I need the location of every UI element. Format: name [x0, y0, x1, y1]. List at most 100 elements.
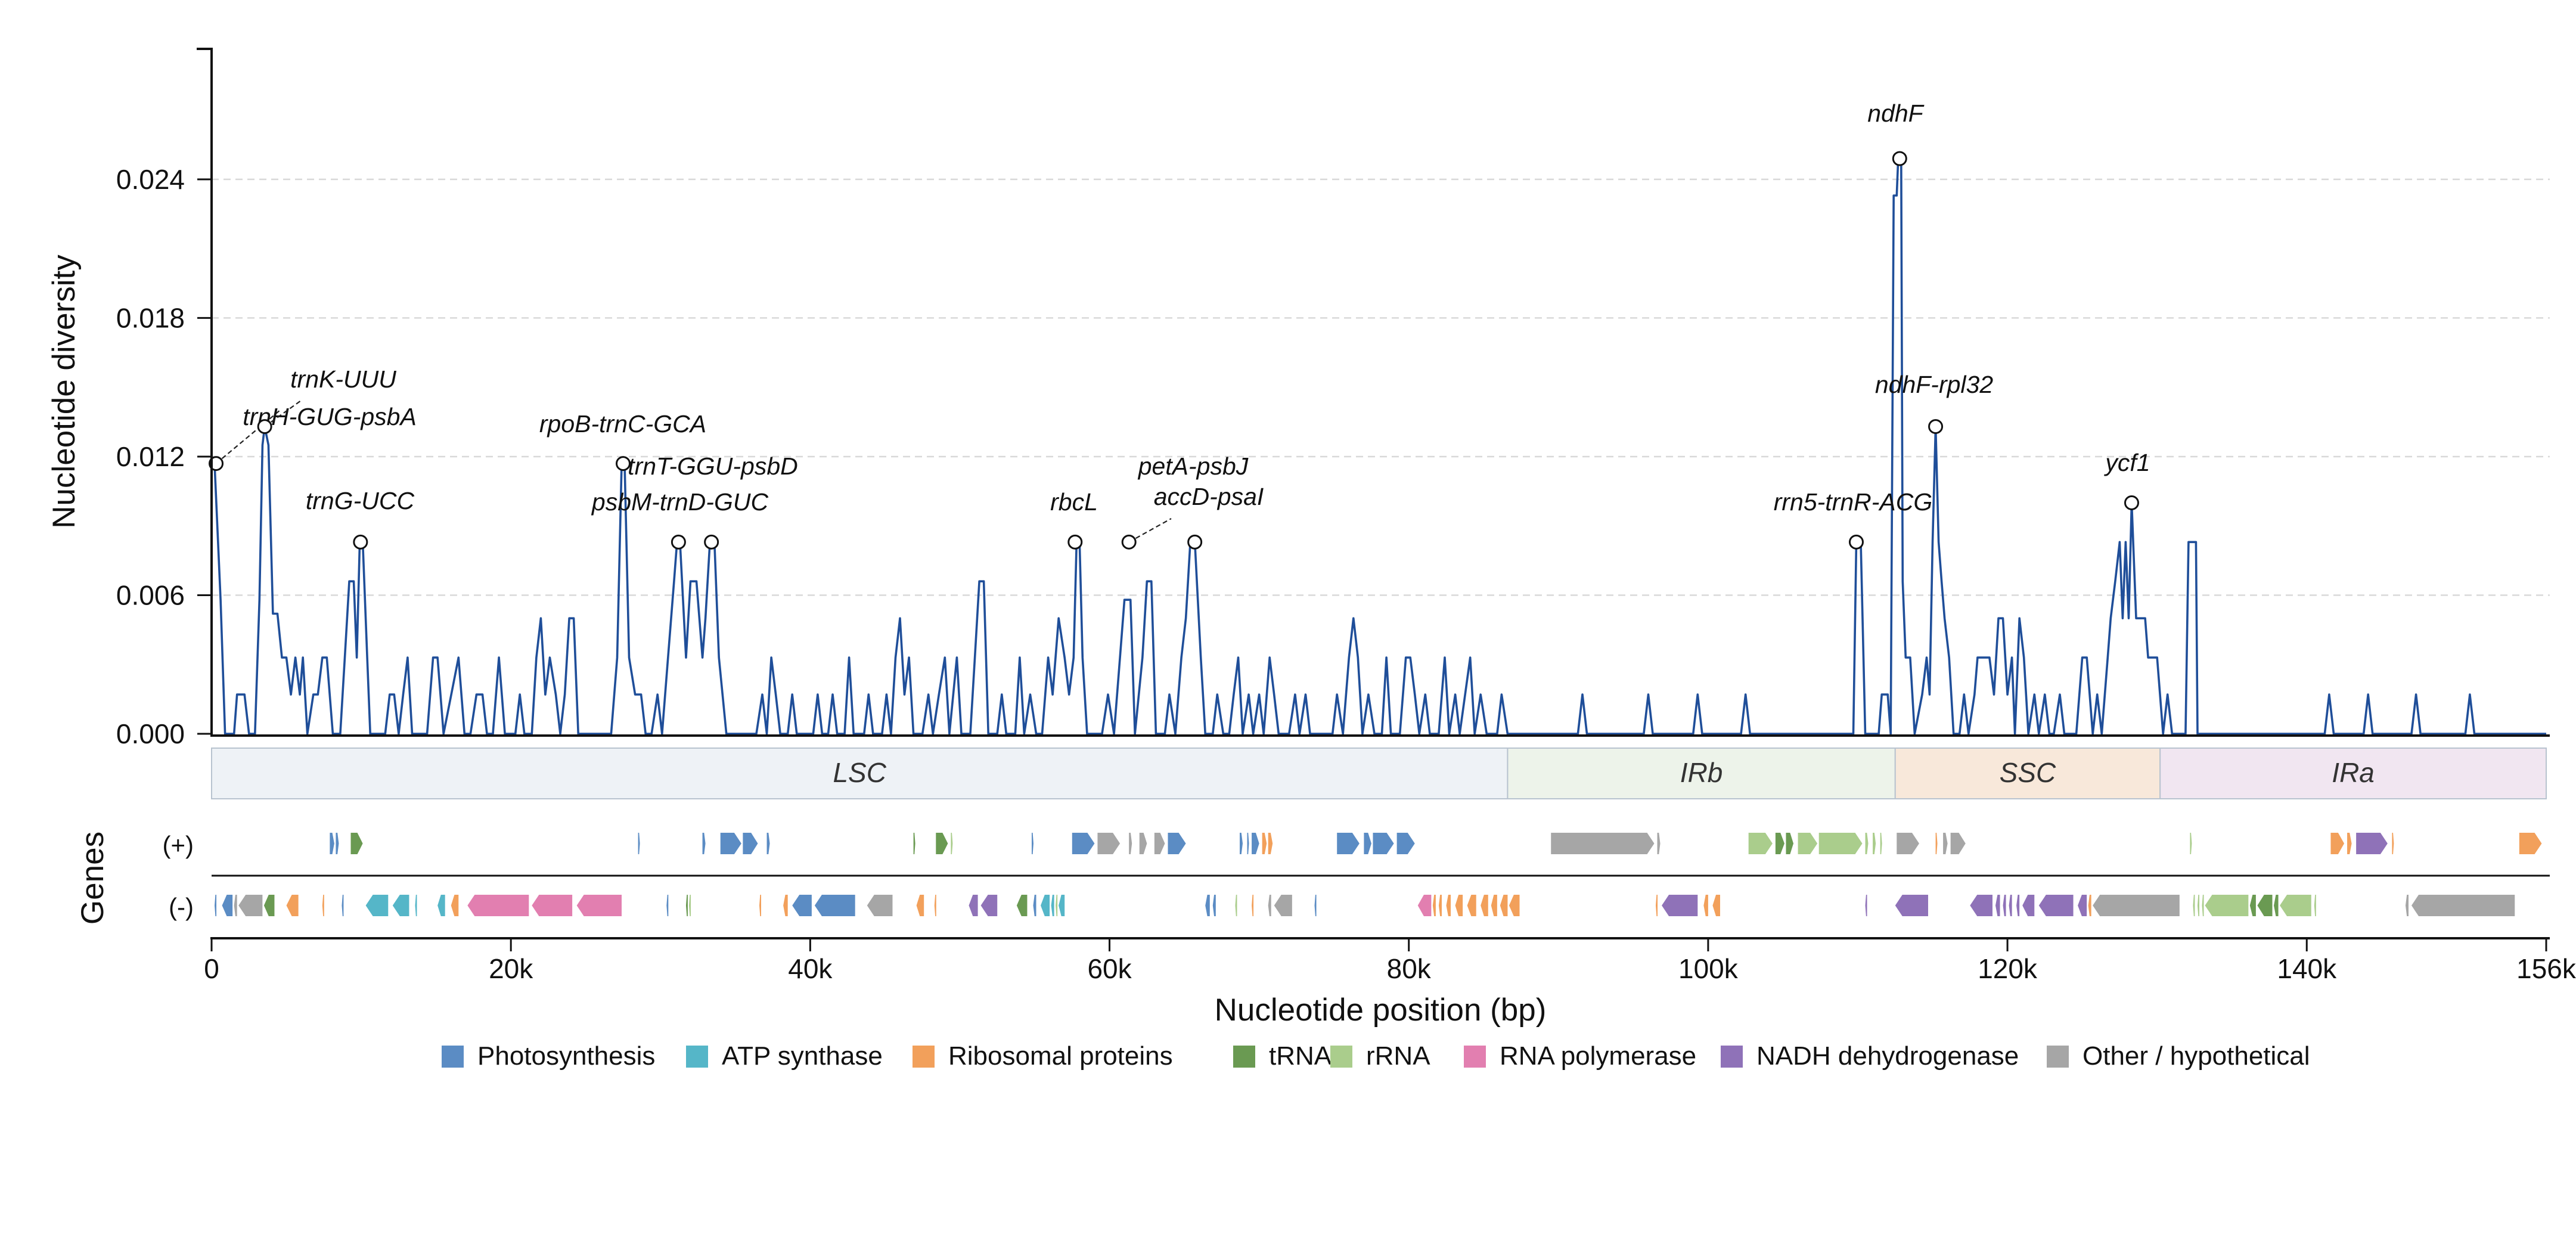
gene-minus-strand: [392, 895, 409, 916]
x-tick-label: 20k: [489, 953, 533, 984]
gene-plus-strand: [1943, 833, 1948, 854]
legend-swatch-rna_pol: [1464, 1046, 1486, 1068]
peak-marker: [257, 419, 272, 435]
gene-plus-strand: [350, 833, 363, 854]
diversity-line: [212, 157, 2546, 735]
peak-marker: [1928, 419, 1944, 435]
x-tick-label: 140k: [2277, 953, 2337, 984]
gene-minus-strand: [2274, 895, 2279, 916]
gene-plus-strand: [1252, 833, 1259, 854]
legend-label-photosynthesis: Photosynthesis: [477, 1041, 655, 1071]
gene-minus-strand: [916, 895, 924, 916]
gene-plus-strand: [1373, 833, 1394, 854]
gene-minus-strand: [2078, 895, 2087, 916]
gene-minus-strand: [1703, 895, 1708, 916]
gene-minus-strand: [1656, 895, 1658, 916]
gene-plus-strand: [1262, 833, 1267, 854]
gene-minus-strand: [467, 895, 529, 916]
axes: [197, 48, 2550, 737]
gene-plus-strand: [1880, 833, 1882, 854]
gridlines: [212, 178, 2550, 596]
legend: Photosynthesis ATP synthase Ribosomal prot…: [442, 1041, 2310, 1071]
gene-minus-strand: [1455, 895, 1463, 916]
gene-minus-strand: [934, 895, 936, 916]
gene-plus-strand: [1139, 833, 1147, 854]
gene-minus-strand: [2249, 895, 2256, 916]
gene-plus-strand: [1129, 833, 1132, 854]
y-tick-label: 0.018: [116, 302, 185, 333]
region-irb-label: IRb: [1680, 757, 1723, 788]
gene-plus-strand: [2356, 833, 2388, 854]
peak-marker: [1892, 151, 1907, 166]
legend-label-atp: ATP synthase: [722, 1041, 883, 1071]
peak-marker: [1067, 534, 1083, 550]
gene-minus-strand: [1970, 895, 1992, 916]
gene-plus-strand: [1031, 833, 1033, 854]
gene-plus-strand: [1897, 833, 1919, 854]
region-lsc-band: [211, 748, 1509, 799]
legend-label-ribosomal: Ribosomal proteins: [948, 1041, 1173, 1071]
gene-plus-strand: [936, 833, 948, 854]
gene-minus-strand: [1509, 895, 1520, 916]
peak-label: psbM-trnD-GUC: [591, 488, 769, 516]
gene-plus-strand: [1657, 833, 1661, 854]
legend-swatch-atp: [686, 1046, 708, 1068]
gene-minus-strand: [685, 895, 688, 916]
legend-swatch-trna: [1233, 1046, 1255, 1068]
legend-label-other: Other / hypothetical: [2082, 1041, 2310, 1071]
gene-minus-strand: [1712, 895, 1720, 916]
gene-minus-strand: [238, 895, 263, 916]
gene-minus-strand: [2197, 895, 2199, 916]
peak-marker: [671, 534, 686, 550]
region-ira-label: IRa: [2332, 757, 2375, 788]
peak-label: petA-psbJ: [1137, 452, 1249, 480]
x-tick-label: 60k: [1087, 953, 1132, 984]
gene-plus-strand: [743, 833, 758, 854]
y-tick-label: 0.012: [116, 441, 185, 472]
gene-minus-strand: [222, 895, 233, 916]
gene-minus-strand: [1491, 895, 1497, 916]
y-axis-title: Nucleotide diversity: [46, 255, 82, 529]
y-ticks: 0.000 0.006 0.012 0.018 0.024: [116, 164, 212, 749]
gene-plus-strand: [1865, 833, 1869, 854]
gene-plus-strand: [638, 833, 640, 854]
gene-minus-strand: [322, 895, 324, 916]
gene-minus-strand: [1056, 895, 1058, 916]
gene-minus-strand: [365, 895, 389, 916]
gene-plus-strand: [1551, 833, 1655, 854]
gene-minus-strand: [234, 895, 237, 916]
gene-plus-strand: [1873, 833, 1876, 854]
gene-minus-strand: [1051, 895, 1054, 916]
gene-minus-strand: [2009, 895, 2012, 916]
gene-minus-strand: [2205, 895, 2249, 916]
gene-minus-strand: [1895, 895, 1928, 916]
gene-minus-strand: [437, 895, 445, 916]
genes-track-label: Genes: [75, 832, 110, 925]
gene-minus-strand: [451, 895, 459, 916]
legend-swatch-other: [2047, 1046, 2069, 1068]
legend-swatch-rrna: [1330, 1046, 1352, 1068]
peak-marker: [704, 534, 719, 550]
gene-plus-strand: [766, 833, 770, 854]
gene-minus-strand: [415, 895, 417, 916]
gene-plus-strand: [1935, 833, 1938, 854]
gene-minus-strand: [688, 895, 691, 916]
peak-marker: [353, 534, 368, 550]
peak-marker: [2124, 495, 2139, 510]
peak-label: trnG-UCC: [306, 487, 415, 514]
gene-plus-strand: [720, 833, 741, 854]
gene-plus-strand: [1247, 833, 1249, 854]
gene-plus-strand: [1364, 833, 1371, 854]
gene-minus-strand: [576, 895, 622, 916]
gene-minus-strand: [1467, 895, 1476, 916]
gene-minus-strand: [1268, 895, 1271, 916]
gene-plus-strand: [1396, 833, 1415, 854]
gene-minus-strand: [2257, 895, 2273, 916]
diversity-plot-area: [212, 157, 2546, 735]
peak-leader-line: [1128, 518, 1172, 543]
gene-minus-strand: [792, 895, 812, 916]
gene-plus-strand: [1168, 833, 1186, 854]
gene-minus-strand: [215, 895, 217, 916]
gene-minus-strand: [532, 895, 573, 916]
